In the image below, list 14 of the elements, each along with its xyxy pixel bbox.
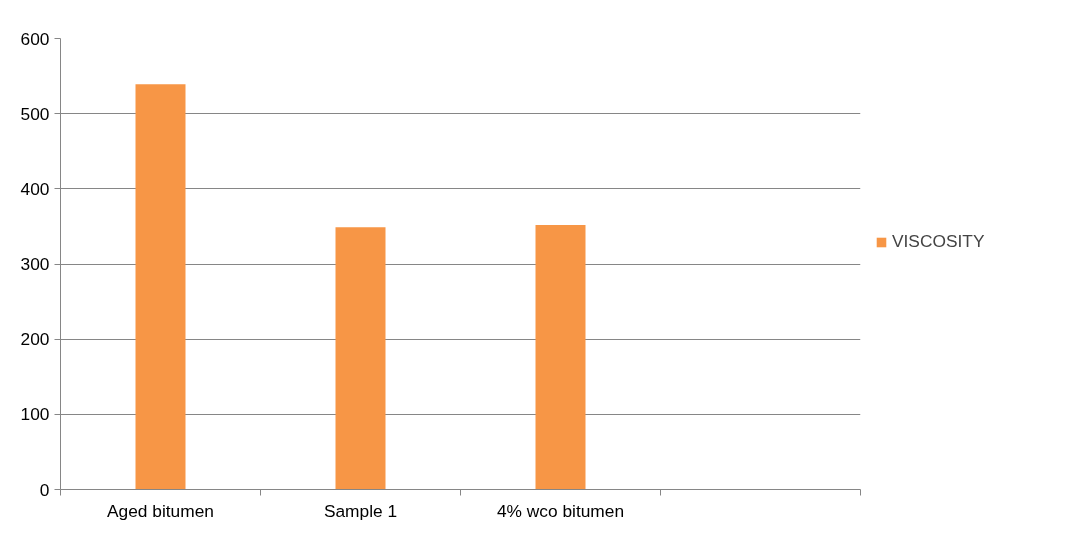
bar	[335, 227, 386, 490]
y-tick-label: 400	[20, 178, 50, 199]
bar	[535, 224, 586, 490]
y-tick-label: 200	[20, 329, 50, 350]
y-tick-label: 0	[39, 479, 50, 500]
bar	[135, 84, 186, 490]
y-tick-label: 500	[20, 103, 50, 124]
x-tick-label: 4% wco bitumen	[496, 500, 625, 521]
legend-label: VISCOSITY	[892, 231, 985, 252]
y-tick-label: 100	[20, 404, 50, 425]
y-tick-label: 300	[20, 254, 50, 274]
y-tick-label: 600	[20, 28, 50, 49]
x-tick-label: Sample 1	[323, 500, 398, 521]
x-tick-label: Aged bitumen	[107, 500, 214, 521]
